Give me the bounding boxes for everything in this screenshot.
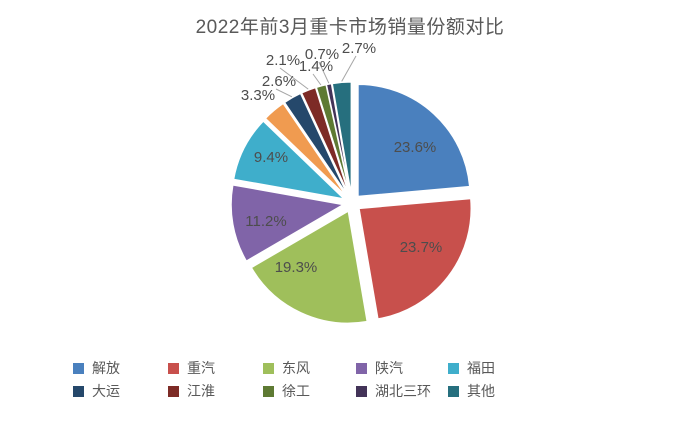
- data-label-福田: 9.4%: [254, 149, 288, 166]
- data-label-解放: 23.6%: [394, 139, 437, 156]
- pie-slice-湖北三环: [325, 83, 351, 195]
- leader-line: [312, 73, 322, 86]
- leader-line: [279, 67, 309, 90]
- pie-slice-unlabeled: [264, 102, 347, 197]
- data-label-江淮: 2.1%: [266, 52, 300, 69]
- data-label-其他: 2.7%: [342, 40, 376, 57]
- pie-slice-重汽: [358, 198, 472, 320]
- leader-line: [318, 61, 330, 84]
- chart-title: 2022年前3月重卡市场销量份额对比: [195, 17, 505, 38]
- data-label-湖北三环: 0.7%: [305, 46, 339, 63]
- data-label-unlabeled: 3.3%: [241, 87, 275, 104]
- data-label-陕汽: 11.2%: [245, 213, 286, 230]
- pie-slice-解放: [357, 83, 471, 198]
- data-label-徐工: 1.4%: [299, 58, 333, 75]
- pie-slice-陕汽: [230, 184, 345, 262]
- pie-slice-福田: [233, 120, 346, 200]
- leader-line: [341, 55, 357, 82]
- data-label-东风: 19.3%: [275, 259, 318, 276]
- leader-line: [275, 88, 293, 98]
- data-label-重汽: 23.7%: [400, 239, 443, 256]
- pie-slice-东风: [250, 210, 368, 324]
- pie-slice-江淮: [300, 86, 350, 195]
- pie-slice-大运: [283, 92, 349, 196]
- data-label-大运: 2.6%: [262, 73, 296, 90]
- pie-slice-其他: [331, 81, 352, 195]
